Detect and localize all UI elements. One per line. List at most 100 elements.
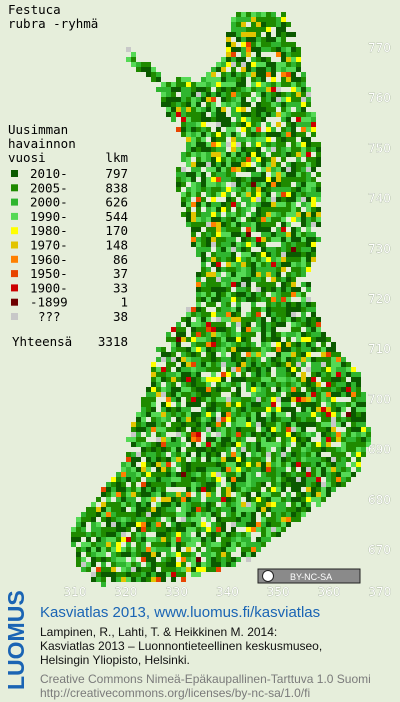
map-cell	[296, 182, 301, 187]
map-cell	[151, 462, 156, 467]
map-cell	[186, 517, 191, 522]
map-cell	[206, 312, 211, 317]
map-cell	[206, 202, 211, 207]
map-cell	[191, 457, 196, 462]
map-cell	[301, 192, 306, 197]
map-cell	[196, 227, 201, 232]
map-cell	[211, 552, 216, 557]
map-cell	[111, 562, 116, 567]
map-cell	[196, 202, 201, 207]
map-cell	[141, 502, 146, 507]
map-cell	[166, 417, 171, 422]
map-cell	[156, 412, 161, 417]
map-cell	[311, 497, 316, 502]
map-cell	[286, 262, 291, 267]
map-cell	[271, 437, 276, 442]
map-cell	[171, 457, 176, 462]
map-cell	[211, 282, 216, 287]
map-cell	[191, 432, 196, 437]
map-cell	[186, 452, 191, 457]
map-cell	[286, 112, 291, 117]
map-cell	[256, 467, 261, 472]
map-cell	[306, 187, 311, 192]
map-cell	[301, 247, 306, 252]
map-cell	[301, 137, 306, 142]
map-cell	[221, 142, 226, 147]
map-cell	[291, 137, 296, 142]
map-cell	[186, 532, 191, 537]
map-cell	[306, 147, 311, 152]
map-cell	[121, 547, 126, 552]
map-cell	[161, 352, 166, 357]
map-cell	[151, 547, 156, 552]
map-cell	[331, 462, 336, 467]
map-cell	[301, 212, 306, 217]
map-cell	[256, 497, 261, 502]
map-cell	[306, 237, 311, 242]
map-cell	[201, 137, 206, 142]
map-cell	[91, 577, 96, 582]
map-cell	[281, 92, 286, 97]
citation-line: Kasviatlas 2013 – Luonnontieteellinen ke…	[40, 639, 322, 653]
map-cell	[146, 567, 151, 572]
map-cell	[221, 427, 226, 432]
map-cell	[246, 432, 251, 437]
map-cell	[296, 382, 301, 387]
map-cell	[146, 457, 151, 462]
map-cell	[281, 182, 286, 187]
map-cell	[281, 147, 286, 152]
map-cell	[306, 207, 311, 212]
map-cell	[126, 497, 131, 502]
map-cell	[241, 537, 246, 542]
map-cell	[196, 437, 201, 442]
map-cell	[261, 287, 266, 292]
map-cell	[191, 487, 196, 492]
map-cell	[196, 107, 201, 112]
map-cell	[221, 517, 226, 522]
map-cell	[206, 367, 211, 372]
map-cell	[241, 182, 246, 187]
map-cell	[271, 422, 276, 427]
map-cell	[266, 427, 271, 432]
map-cell	[111, 542, 116, 547]
map-cell	[211, 402, 216, 407]
map-cell	[266, 107, 271, 112]
map-cell	[301, 362, 306, 367]
map-cell	[216, 547, 221, 552]
map-cell	[256, 62, 261, 67]
map-cell	[346, 427, 351, 432]
map-cell	[266, 237, 271, 242]
map-cell	[196, 482, 201, 487]
map-cell	[296, 462, 301, 467]
map-cell	[231, 557, 236, 562]
map-cell	[301, 102, 306, 107]
map-cell	[281, 387, 286, 392]
map-cell	[246, 472, 251, 477]
cc-icon	[262, 570, 274, 582]
map-cell	[251, 77, 256, 82]
map-cell	[176, 342, 181, 347]
map-cell	[271, 37, 276, 42]
map-cell	[296, 57, 301, 62]
map-cell	[286, 417, 291, 422]
map-cell	[236, 257, 241, 262]
map-cell	[226, 337, 231, 342]
map-cell	[91, 547, 96, 552]
map-cell	[196, 212, 201, 217]
legend-label: 1960-	[30, 252, 68, 267]
map-cell	[231, 352, 236, 357]
map-cell	[141, 497, 146, 502]
map-cell	[276, 27, 281, 32]
map-cell	[256, 547, 261, 552]
legend-label: 1990-	[30, 209, 68, 224]
map-cell	[326, 402, 331, 407]
legend-count: 1	[120, 295, 128, 310]
map-cell	[226, 297, 231, 302]
map-cell	[211, 532, 216, 537]
map-cell	[206, 422, 211, 427]
map-cell	[266, 272, 271, 277]
map-cell	[261, 12, 266, 17]
map-cell	[266, 412, 271, 417]
map-cell	[126, 522, 131, 527]
map-cell	[231, 272, 236, 277]
